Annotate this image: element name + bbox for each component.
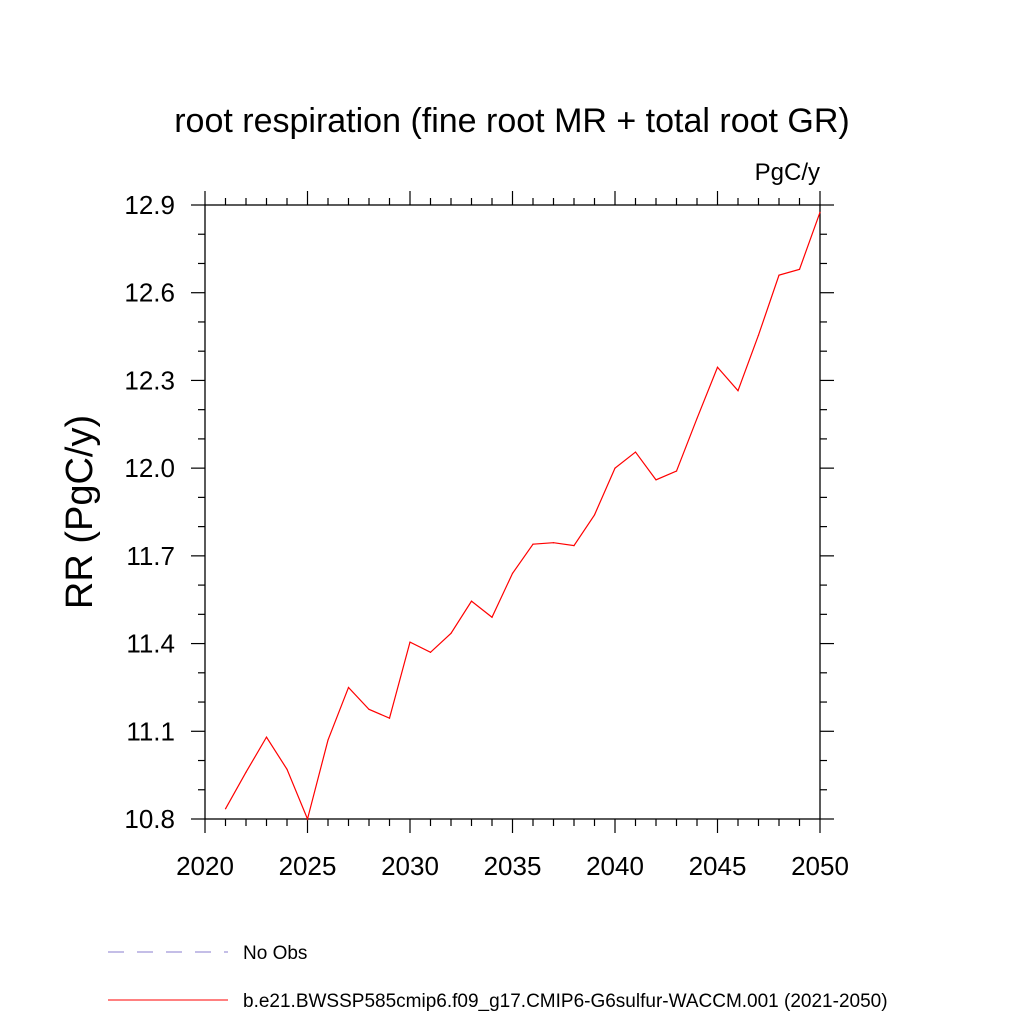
data-point [593, 514, 596, 516]
data-point [450, 632, 452, 634]
data-point [491, 616, 493, 618]
legend-label: No Obs [243, 943, 307, 964]
data-point [675, 470, 678, 472]
data-point [409, 641, 411, 643]
data-point [511, 572, 514, 575]
legend: No Obs b.e21.BWSSP585cmip6.f09_g17.CMIP6-… [108, 943, 888, 1012]
axis-ticks [191, 191, 834, 833]
data-point [224, 808, 227, 810]
data-point [737, 390, 739, 392]
data-point [614, 467, 616, 469]
tick-labels: 2020 2025 2030 2035 2040 2045 2050 10.8 11.1 11.4… [124, 190, 849, 881]
x-tick-label: 2030 [381, 851, 439, 881]
data-point [819, 211, 821, 213]
y-tick-label: 12.6 [124, 278, 175, 308]
data-point [573, 545, 575, 547]
y-tick-label: 11.7 [126, 541, 175, 571]
data-point [327, 739, 329, 741]
y-tick-label: 11.1 [126, 716, 175, 746]
y-tick-label: 11.4 [126, 629, 175, 659]
data-point [716, 366, 719, 368]
x-tick-label: 2040 [586, 851, 644, 881]
data-point [470, 600, 473, 602]
data-point [265, 736, 268, 738]
plot-frame [204, 204, 821, 820]
data-point [532, 543, 534, 545]
y-tick-label: 12.0 [124, 453, 175, 483]
y-tick-label: 12.3 [124, 365, 175, 395]
data-point [245, 771, 247, 773]
series-line [224, 212, 821, 821]
units-label: PgC/y [755, 159, 820, 186]
data-point [696, 417, 698, 420]
x-tick-label: 2050 [791, 851, 849, 881]
y-tick-label: 10.8 [124, 804, 175, 834]
data-point [757, 334, 760, 336]
data-point [388, 717, 391, 719]
x-tick-label: 2020 [176, 851, 234, 881]
data-point [778, 274, 780, 276]
x-tick-label: 2045 [689, 851, 747, 881]
chart-title: root respiration (fine root MR + total r… [174, 102, 850, 140]
legend-label: b.e21.BWSSP585cmip6.f09_g17.CMIP6-G6sulf… [243, 991, 888, 1012]
data-point [655, 479, 657, 481]
data-point [798, 268, 801, 270]
data-point [368, 708, 370, 710]
y-tick-label: 12.9 [124, 190, 175, 220]
data-point [306, 818, 309, 820]
series-layer [224, 211, 821, 821]
data-point [552, 542, 555, 544]
data-point [429, 651, 432, 653]
data-point [286, 768, 288, 770]
x-tick-label: 2025 [279, 851, 337, 881]
data-point [347, 686, 350, 689]
y-axis-label: RR (PgC/y) [59, 415, 101, 609]
data-point [634, 451, 637, 453]
x-tick-label: 2035 [484, 851, 542, 881]
